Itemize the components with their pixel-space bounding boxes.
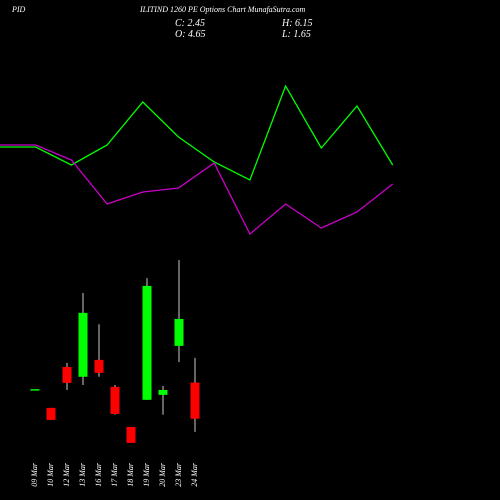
candle-body xyxy=(62,366,72,383)
x-tick-label: 12 Mar xyxy=(62,462,71,487)
open-label: O: 4.65 xyxy=(175,29,206,40)
candle-body xyxy=(190,382,200,419)
x-tick-label: 24 Mar xyxy=(190,462,199,487)
high-label: H: 6.15 xyxy=(281,18,313,29)
candle-body xyxy=(94,359,104,373)
low-label: L: 1.65 xyxy=(281,29,311,40)
x-tick-label: 19 Mar xyxy=(142,462,151,487)
x-tick-label: 17 Mar xyxy=(110,462,119,487)
close-label: C: 2.45 xyxy=(175,18,205,29)
candle-body xyxy=(126,426,136,443)
x-tick-label: 10 Mar xyxy=(46,462,55,487)
symbol: PID xyxy=(11,5,26,14)
candle-body xyxy=(78,312,88,377)
candle-body xyxy=(142,285,152,400)
x-tick-label: 09 Mar xyxy=(30,462,39,487)
line-series xyxy=(0,144,394,236)
chart-title: ILITIND 1260 PE Options Chart MunafaSutr… xyxy=(139,5,306,14)
x-tick-label: 23 Mar xyxy=(174,462,183,487)
candle-body xyxy=(174,318,184,346)
candle-body xyxy=(158,389,168,395)
candle-body xyxy=(46,407,56,420)
candle-body xyxy=(110,386,120,414)
x-tick-label: 13 Mar xyxy=(78,462,87,487)
line-series xyxy=(0,84,394,181)
x-tick-label: 16 Mar xyxy=(94,462,103,487)
candle-body xyxy=(30,389,40,391)
x-tick-label: 18 Mar xyxy=(126,462,135,487)
x-tick-label: 20 Mar xyxy=(158,462,167,487)
